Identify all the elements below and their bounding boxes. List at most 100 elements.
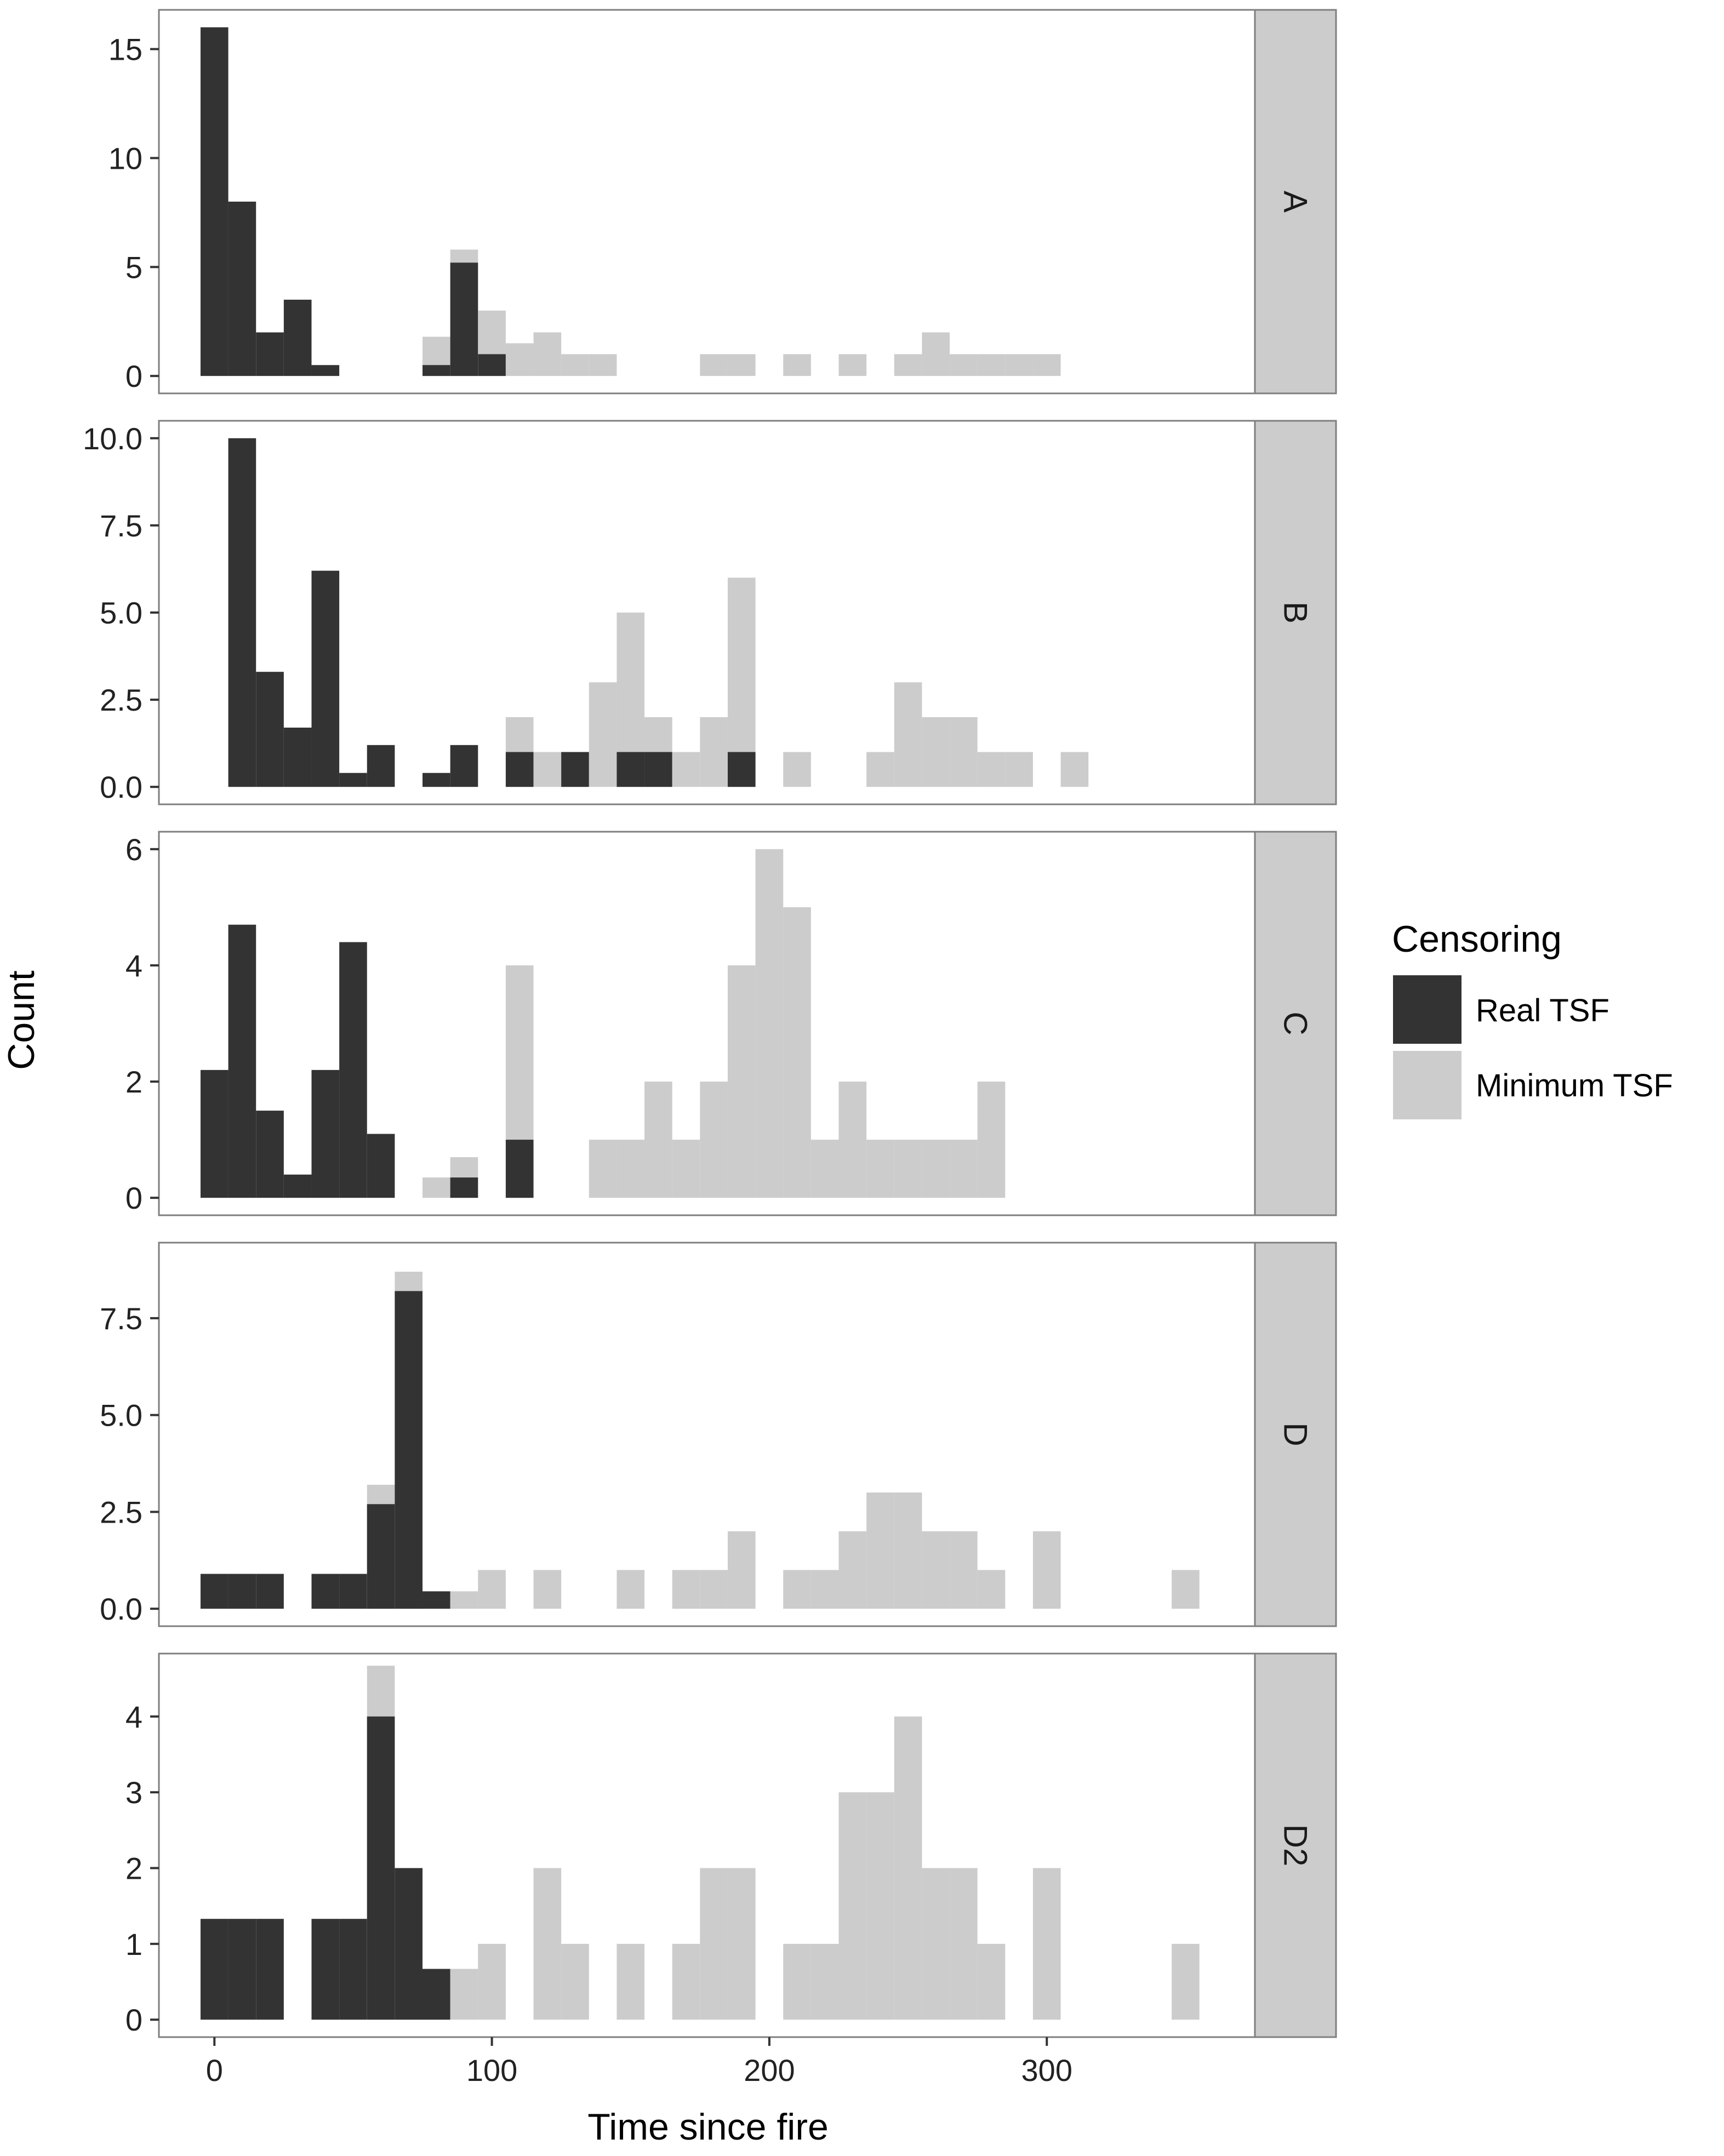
y-tick-label: 0 (125, 1181, 142, 1215)
bar-real-tsf (339, 1574, 367, 1609)
bar-minimum-tsf (1032, 354, 1061, 376)
legend: Censoring Real TSF Minimum TSF (1392, 918, 1673, 1119)
bar-minimum-tsf (727, 1868, 756, 2020)
facet-panel-c: 0 2 4 6 C (125, 831, 1337, 1216)
bar-minimum-tsf (950, 1868, 978, 2020)
bar-minimum-tsf (727, 1531, 756, 1609)
bar-minimum-tsf (672, 1943, 700, 2020)
bar-real-tsf (367, 745, 395, 787)
facet-panel-a: 0 5 10 15 A (109, 9, 1337, 394)
bar-real-tsf (450, 262, 478, 376)
bar-minimum-tsf (977, 1943, 1006, 2020)
facet-strip-label: B (1277, 602, 1314, 624)
bar-real-tsf (200, 27, 229, 376)
bar-minimum-tsf (1060, 752, 1089, 787)
bar-minimum-tsf (1032, 1531, 1061, 1609)
facet-strip (1254, 1242, 1337, 1627)
y-tick-label: 3 (125, 1775, 142, 1810)
legend-title: Censoring (1392, 918, 1562, 960)
bar-minimum-tsf (700, 717, 728, 787)
bar-minimum-tsf (977, 752, 1006, 787)
bar-real-tsf (395, 1868, 423, 2020)
y-tick-label: 2 (125, 1065, 142, 1099)
y-tick-label: 2.5 (100, 683, 142, 717)
bar-minimum-tsf (950, 1531, 978, 1609)
bar-real-tsf (311, 1574, 340, 1609)
x-tick-label: 200 (744, 2053, 795, 2088)
bar-real-tsf (283, 299, 312, 376)
y-tick-label: 5 (125, 250, 142, 284)
bar-minimum-tsf (922, 717, 950, 787)
bar-minimum-tsf (589, 1140, 617, 1198)
y-tick-label: 0 (125, 2003, 142, 2037)
bar-minimum-tsf (950, 1140, 978, 1198)
bar-minimum-tsf (1032, 1868, 1061, 2020)
bar-minimum-tsf (922, 1868, 950, 2020)
bar-real-tsf (505, 1140, 534, 1198)
bar-real-tsf (644, 752, 672, 787)
bar-minimum-tsf (700, 1082, 728, 1198)
bar-minimum-tsf (700, 354, 728, 376)
bar-real-tsf (228, 438, 256, 787)
x-tick-label: 300 (1021, 2053, 1072, 2088)
bar-minimum-tsf (561, 354, 589, 376)
facet-strip-label: A (1277, 191, 1314, 213)
bar-real-tsf (228, 1919, 256, 2020)
bar-real-tsf (450, 745, 478, 787)
bar-minimum-tsf (977, 354, 1006, 376)
bar-real-tsf (283, 1174, 312, 1198)
bar-minimum-tsf (783, 907, 811, 1198)
bar-minimum-tsf (866, 1140, 894, 1198)
bar-minimum-tsf (589, 354, 617, 376)
bar-minimum-tsf (505, 343, 534, 376)
facet-panel-b: 0.0 2.5 5.0 7.5 10.0 B (83, 420, 1337, 805)
y-tick-label: 6 (125, 832, 142, 867)
bar-minimum-tsf (727, 965, 756, 1198)
bar-real-tsf (228, 924, 256, 1198)
bar-minimum-tsf (866, 1492, 894, 1609)
bar-real-tsf (561, 752, 589, 787)
bar-real-tsf (505, 752, 534, 787)
y-tick-label: 5.0 (100, 1398, 142, 1433)
legend-label-real-tsf: Real TSF (1476, 993, 1609, 1028)
facet-strip (1254, 831, 1337, 1216)
bar-minimum-tsf (950, 354, 978, 376)
bar-minimum-tsf (533, 332, 562, 376)
bar-real-tsf (283, 728, 312, 787)
bar-minimum-tsf (533, 1868, 562, 2020)
bar-real-tsf (311, 1919, 340, 2020)
bar-real-tsf (423, 365, 450, 376)
facet-strip (1254, 420, 1337, 805)
panel-background (159, 1243, 1255, 1626)
bar-real-tsf (339, 942, 367, 1198)
bar-minimum-tsf (894, 682, 922, 787)
bar-minimum-tsf (450, 1969, 478, 2020)
bar-real-tsf (228, 1574, 256, 1609)
bar-real-tsf (478, 354, 506, 376)
bar-minimum-tsf (783, 1943, 811, 2020)
bar-real-tsf (450, 1177, 478, 1198)
bar-minimum-tsf (450, 1591, 478, 1609)
bar-minimum-tsf (533, 752, 562, 787)
bar-minimum-tsf (783, 752, 811, 787)
bar-minimum-tsf (727, 354, 756, 376)
bar-real-tsf (339, 773, 367, 787)
bar-minimum-tsf (478, 1570, 506, 1609)
bar-minimum-tsf (838, 354, 867, 376)
bar-minimum-tsf (423, 1177, 450, 1198)
bar-minimum-tsf (755, 849, 784, 1198)
bar-minimum-tsf (616, 1140, 645, 1198)
panel-background (159, 10, 1255, 393)
y-tick-label: 0.0 (100, 770, 142, 804)
y-tick-label: 15 (109, 32, 142, 67)
y-tick-label: 2 (125, 1851, 142, 1886)
bar-minimum-tsf (838, 1531, 867, 1609)
bar-minimum-tsf (1005, 354, 1033, 376)
bar-minimum-tsf (977, 1082, 1006, 1198)
legend-swatch-minimum-tsf (1393, 1051, 1462, 1119)
bar-real-tsf (200, 1574, 229, 1609)
legend-swatch-real-tsf (1393, 975, 1462, 1044)
bar-real-tsf (727, 752, 756, 787)
bar-minimum-tsf (922, 1140, 950, 1198)
bar-minimum-tsf (866, 752, 894, 787)
